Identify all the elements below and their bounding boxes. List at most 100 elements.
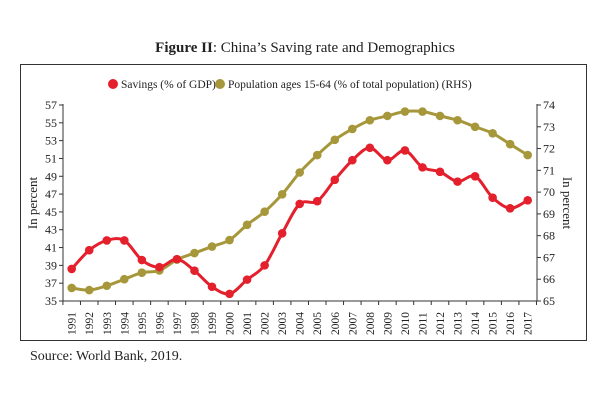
x-tick-label: 2001 <box>242 312 254 335</box>
x-tick-label: 1994 <box>119 312 131 335</box>
population-point <box>260 207 269 217</box>
right-tick-label: 66 <box>543 272 555 286</box>
right-tick-label: 72 <box>543 142 555 156</box>
legend-marker-savings <box>108 79 118 89</box>
savings-point <box>225 289 234 299</box>
legend-label-savings: Savings (% of GDP) <box>121 79 216 91</box>
savings-point <box>190 266 199 276</box>
savings-point <box>207 282 217 292</box>
right-tick-label: 71 <box>543 163 555 177</box>
population-point <box>330 135 340 145</box>
right-tick-label: 69 <box>543 207 555 221</box>
savings-point <box>330 175 340 185</box>
x-tick-label: 2012 <box>435 312 447 335</box>
x-tick-label: 2006 <box>330 312 342 335</box>
savings-point <box>435 167 445 177</box>
population-point <box>84 285 94 295</box>
savings-point <box>418 163 427 172</box>
legend-marker-population <box>215 79 225 89</box>
left-tick-label: 47 <box>45 187 57 201</box>
population-point <box>488 129 497 138</box>
savings-point <box>277 228 287 238</box>
savings-point <box>400 146 410 155</box>
savings-point <box>172 254 182 264</box>
savings-point <box>383 155 392 165</box>
population-point <box>295 168 305 177</box>
right-tick-label: 67 <box>543 250 555 264</box>
left-tick-label: 51 <box>45 151 57 165</box>
x-tick-label: 2000 <box>225 312 237 335</box>
population-point <box>242 220 252 230</box>
x-tick-label: 2003 <box>277 312 289 335</box>
savings-point <box>120 236 129 245</box>
x-tick-label: 2015 <box>488 312 500 335</box>
left-tick-label: 35 <box>45 294 57 308</box>
population-point <box>418 107 427 116</box>
population-point <box>207 242 217 251</box>
left-tick-label: 45 <box>45 205 57 219</box>
left-tick-label: 41 <box>45 241 57 255</box>
savings-point <box>242 275 252 284</box>
source-note: Source: World Bank, 2019. <box>30 349 182 364</box>
right-axis-label: In percent <box>560 177 575 230</box>
x-tick-label: 2017 <box>523 312 535 335</box>
x-tick-label: 2007 <box>347 312 359 335</box>
population-point <box>505 139 515 149</box>
x-tick-label: 2002 <box>260 312 272 335</box>
right-tick-label: 70 <box>543 185 555 199</box>
population-point <box>312 150 322 160</box>
x-tick-label: 1992 <box>84 312 96 335</box>
population-point <box>137 268 147 277</box>
left-tick-label: 53 <box>45 134 57 148</box>
x-tick-label: 2014 <box>470 312 482 335</box>
population-point <box>383 111 392 121</box>
savings-point <box>453 177 462 186</box>
savings-point <box>260 261 269 270</box>
population-point <box>277 189 287 199</box>
x-tick-label: 1996 <box>154 312 166 335</box>
population-point <box>523 150 532 160</box>
savings-point <box>488 193 497 202</box>
left-tick-label: 39 <box>45 258 57 272</box>
left-tick-label: 57 <box>45 98 57 112</box>
x-tick-label: 1991 <box>67 312 79 335</box>
x-tick-label: 1993 <box>102 312 114 335</box>
population-point <box>348 124 357 134</box>
left-tick-label: 37 <box>45 276 57 290</box>
x-tick-label: 2016 <box>505 312 517 335</box>
savings-point <box>295 199 305 209</box>
savings-point <box>84 245 94 255</box>
population-point <box>365 115 375 125</box>
population-point <box>120 274 129 284</box>
x-tick-label: 1995 <box>137 312 149 335</box>
x-tick-label: 1998 <box>189 312 201 335</box>
x-tick-label: 2009 <box>382 312 394 335</box>
x-tick-label: 2008 <box>365 312 377 335</box>
right-tick-label: 65 <box>543 294 555 308</box>
x-tick-label: 2010 <box>400 312 412 335</box>
population-point <box>225 235 234 245</box>
figure-title: Figure II: China’s Saving rate and Demog… <box>155 40 455 56</box>
savings-point <box>348 155 357 165</box>
savings-point <box>523 196 532 205</box>
left-tick-label: 55 <box>45 116 57 130</box>
right-tick-label: 74 <box>543 98 555 112</box>
savings-point <box>505 204 515 213</box>
savings-point <box>312 196 322 206</box>
x-tick-label: 2005 <box>312 312 324 335</box>
savings-point <box>365 143 375 153</box>
right-tick-label: 68 <box>543 229 555 243</box>
savings-point <box>67 264 76 274</box>
x-tick-label: 2013 <box>453 312 465 335</box>
population-point <box>400 107 410 116</box>
left-axis-label: In percent <box>25 176 40 229</box>
population-point <box>102 281 112 291</box>
population-point <box>435 111 445 121</box>
legend: Savings (% of GDP) Population ages 15-64… <box>108 79 472 91</box>
x-tick-label: 2004 <box>295 312 307 335</box>
x-tick-label: 1997 <box>172 312 184 335</box>
savings-point <box>102 236 112 245</box>
x-tick-label: 2011 <box>417 312 429 335</box>
savings-point <box>470 171 480 181</box>
